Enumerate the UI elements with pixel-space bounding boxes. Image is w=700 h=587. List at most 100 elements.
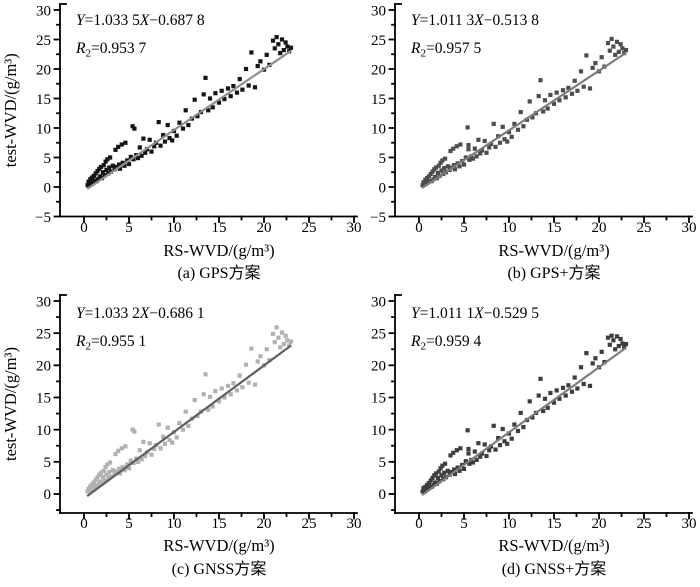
scatter-point bbox=[141, 439, 146, 444]
scatter-point bbox=[470, 156, 476, 161]
panel-d-axes bbox=[388, 294, 693, 520]
scatter-point bbox=[120, 464, 125, 470]
scatter-point bbox=[152, 446, 157, 452]
x-tick-label: 30 bbox=[682, 516, 697, 532]
scatter-point bbox=[436, 469, 441, 474]
x-tick-label: 0 bbox=[80, 516, 88, 532]
scatter-point bbox=[527, 99, 532, 104]
scatter-point bbox=[618, 336, 623, 342]
y-tick-label: 30 bbox=[36, 294, 51, 310]
scatter-point bbox=[281, 48, 286, 53]
scatter-point bbox=[117, 162, 122, 167]
x-tick-label: 5 bbox=[460, 516, 468, 532]
scatter-point bbox=[108, 460, 113, 465]
x-tick-label: 10 bbox=[502, 220, 517, 236]
scatter-point bbox=[479, 148, 485, 153]
scatter-point bbox=[560, 385, 566, 390]
scatter-point bbox=[91, 173, 96, 178]
scatter-point bbox=[566, 85, 571, 90]
y-tick-label: 30 bbox=[36, 3, 51, 19]
scatter-point bbox=[431, 482, 436, 488]
scatter-point bbox=[466, 147, 471, 152]
scatter-point bbox=[472, 449, 477, 454]
scatter-point bbox=[467, 461, 472, 466]
scatter-point bbox=[590, 65, 595, 70]
scatter-point bbox=[158, 446, 163, 451]
scatter-point bbox=[593, 356, 598, 361]
scatter-point bbox=[518, 410, 523, 416]
x-axis-label: RS-WVD/(g/m³) bbox=[163, 241, 274, 260]
panel-b-axes bbox=[388, 3, 693, 223]
scatter-point bbox=[216, 100, 222, 105]
x-tick-label: 20 bbox=[257, 220, 272, 236]
scatter-point bbox=[442, 166, 447, 171]
scatter-point bbox=[219, 386, 224, 391]
panel-c-points bbox=[85, 325, 294, 494]
scatter-point bbox=[114, 469, 119, 474]
scatter-point bbox=[448, 148, 453, 154]
scatter-point bbox=[177, 120, 182, 125]
scatter-point bbox=[96, 176, 101, 181]
scatter-point bbox=[616, 49, 621, 54]
y-tick-label: 15 bbox=[371, 92, 386, 108]
scatter-point bbox=[126, 466, 132, 471]
x-tick-label: 25 bbox=[302, 220, 317, 236]
scatter-point bbox=[210, 404, 215, 409]
scatter-point bbox=[563, 95, 568, 100]
scatter-point bbox=[566, 383, 571, 388]
scatter-point bbox=[255, 359, 260, 364]
scatter-point bbox=[143, 150, 148, 155]
scatter-point bbox=[545, 405, 550, 410]
y-axis-label: test-WVD/(g/m³) bbox=[1, 347, 20, 461]
scatter-point bbox=[542, 396, 548, 401]
scatter-point bbox=[455, 465, 460, 470]
scatter-point bbox=[117, 471, 123, 476]
scatter-point bbox=[141, 136, 146, 141]
scatter-point bbox=[452, 467, 457, 472]
scatter-point bbox=[505, 139, 510, 144]
scatter-point bbox=[463, 155, 468, 160]
scatter-point bbox=[192, 397, 197, 403]
scatter-point bbox=[451, 450, 456, 455]
scatter-point bbox=[156, 120, 161, 125]
scatter-point bbox=[270, 38, 276, 43]
scatter-point bbox=[578, 365, 584, 370]
scatter-point bbox=[120, 160, 125, 165]
scatter-point bbox=[249, 50, 254, 55]
scatter-point bbox=[527, 399, 532, 404]
panel-c-axes bbox=[53, 294, 358, 520]
y-tick-label: 10 bbox=[36, 121, 51, 137]
scatter-point bbox=[506, 130, 512, 135]
scatter-point bbox=[278, 345, 283, 350]
scatter-point bbox=[222, 395, 227, 400]
scatter-point bbox=[443, 461, 448, 466]
panel-caption: (d) GNSS+方案 bbox=[502, 560, 607, 578]
scatter-point bbox=[536, 393, 541, 398]
scatter-point bbox=[445, 164, 450, 169]
x-tick-label: 25 bbox=[637, 220, 652, 236]
panel-a-axes bbox=[53, 3, 358, 223]
x-tick-label: 20 bbox=[592, 516, 607, 532]
scatter-point bbox=[496, 435, 501, 441]
scatter-point bbox=[278, 50, 283, 56]
scatter-point bbox=[201, 92, 206, 97]
scatter-point bbox=[467, 157, 472, 162]
scatter-point bbox=[276, 335, 281, 340]
scatter-point bbox=[201, 392, 206, 397]
scatter-point bbox=[614, 334, 620, 339]
scatter-point bbox=[93, 477, 98, 482]
scatter-point bbox=[548, 92, 553, 98]
scatter-point bbox=[119, 142, 124, 147]
scatter-point bbox=[167, 135, 172, 141]
y-tick-label: 20 bbox=[36, 359, 51, 375]
fit-line bbox=[86, 344, 292, 497]
x-axis-label: RS-WVD/(g/m³) bbox=[498, 536, 609, 555]
scatter-point bbox=[478, 151, 483, 156]
scatter-point bbox=[249, 346, 254, 351]
y-tick-label: 30 bbox=[371, 294, 386, 310]
equation-label: Y=1.033 5X−0.687 8 bbox=[76, 12, 205, 29]
scatter-point bbox=[170, 138, 175, 143]
x-tick-label: 10 bbox=[167, 516, 182, 532]
scatter-point bbox=[452, 163, 457, 168]
scatter-point bbox=[515, 127, 521, 132]
